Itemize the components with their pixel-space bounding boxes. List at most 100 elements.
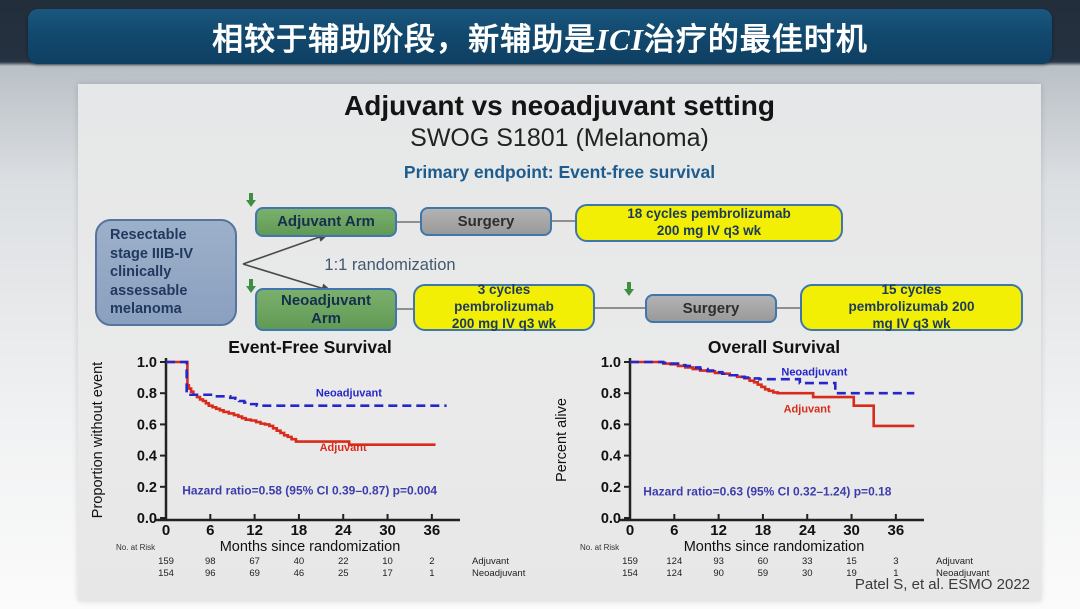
risk-count: 25	[338, 568, 349, 579]
risk-count: 3	[893, 556, 898, 567]
x-tick-label: 12	[246, 522, 263, 539]
hazard-ratio-annotation: Hazard ratio=0.63 (95% CI 0.32–1.24) p=0…	[643, 484, 891, 498]
randomization-label: 1:1 randomization	[324, 256, 456, 274]
risk-count: 154	[622, 568, 638, 579]
x-axis-label: Months since randomization	[684, 539, 865, 555]
study-title: Adjuvant vs neoadjuvant setting	[344, 90, 775, 121]
y-tick-label: 0.2	[137, 480, 157, 496]
risk-count: 1	[429, 568, 434, 579]
x-tick-label: 36	[424, 522, 441, 539]
km-curve-adjuvant	[166, 360, 436, 446]
x-tick-label: 36	[888, 522, 905, 539]
risk-count: 159	[622, 556, 638, 567]
y-tick-label: 0.2	[601, 480, 621, 496]
y-tick-label: 0.0	[601, 511, 621, 527]
neoadjuvant-pre-treatment-box: 3 cycles pembrolizumab 200 mg IV q3 wk	[413, 282, 595, 331]
y-tick-label: 1.0	[601, 355, 621, 371]
risk-count: 15	[846, 556, 857, 567]
chart-title: Event-Free Survival	[228, 338, 391, 357]
risk-count: 96	[205, 568, 216, 579]
chart-title: Overall Survival	[708, 338, 840, 357]
x-tick-label: 18	[291, 522, 308, 539]
surgery-box-adjuvant: Surgery	[420, 207, 552, 236]
risk-row-label: Adjuvant	[936, 556, 973, 567]
patient-population-box: Resectable stage IIIB-IV clinically asse…	[95, 219, 237, 326]
page-title: 相较于辅助阶段，新辅助是ICI治疗的最佳时机	[212, 14, 868, 59]
risk-count: 124	[666, 556, 682, 567]
risk-count: 67	[249, 556, 260, 567]
risk-count: 60	[758, 556, 769, 567]
y-tick-label: 0.8	[601, 386, 621, 402]
x-tick-label: 18	[755, 522, 772, 539]
x-tick-label: 30	[843, 522, 860, 539]
risk-row-label: Adjuvant	[472, 556, 509, 567]
event-free-survival-chart: Event-Free Survival Proportion without ev…	[90, 338, 526, 579]
y-tick-label: 0.4	[137, 449, 157, 465]
neoadjuvant-arm-box: Neoadjuvant Arm	[255, 288, 397, 331]
risk-row-label: Neoadjuvant	[936, 568, 990, 579]
x-tick-label: 30	[379, 522, 396, 539]
x-tick-label: 6	[670, 522, 678, 539]
risk-count: 69	[249, 568, 260, 579]
number-at-risk-header: No. at Risk	[116, 543, 156, 552]
number-at-risk-header: No. at Risk	[580, 543, 620, 552]
x-tick-label: 12	[710, 522, 727, 539]
x-tick-label: 24	[335, 522, 352, 539]
slide-title-bar: 相较于辅助阶段，新辅助是ICI治疗的最佳时机	[28, 9, 1052, 64]
risk-count: 124	[666, 568, 682, 579]
y-tick-label: 0.8	[137, 386, 157, 402]
risk-count: 93	[713, 556, 724, 567]
adjuvant-treatment-box: 18 cycles pembrolizumab 200 mg IV q3 wk	[575, 204, 843, 242]
y-axis-label: Proportion without event	[90, 362, 106, 518]
risk-count: 159	[158, 556, 174, 567]
curve-label-neoadjuvant: Neoadjuvant	[781, 366, 847, 378]
risk-count: 19	[846, 568, 857, 579]
green-step-arrow-icons	[246, 193, 634, 296]
page-title-pre: 相较于辅助阶段，新辅助是	[212, 22, 597, 57]
study-subtitle: SWOG S1801 (Melanoma)	[410, 124, 709, 152]
risk-count: 17	[382, 568, 393, 579]
risk-count: 10	[382, 556, 393, 567]
x-axis-label: Months since randomization	[220, 539, 401, 555]
risk-count: 46	[294, 568, 305, 579]
risk-count: 90	[713, 568, 724, 579]
x-tick-label: 0	[626, 522, 634, 539]
page-title-ici: ICI	[596, 22, 644, 57]
page-title-post: 治疗的最佳时机	[643, 22, 868, 57]
y-tick-label: 0.0	[137, 511, 157, 527]
randomization-branch-arrows	[242, 232, 333, 293]
content-panel: Adjuvant vs neoadjuvant setting SWOG S18…	[78, 84, 1041, 601]
risk-count: 40	[294, 556, 305, 567]
x-tick-label: 24	[799, 522, 816, 539]
x-tick-label: 6	[206, 522, 214, 539]
risk-count: 59	[758, 568, 769, 579]
citation: Patel S, et al. ESMO 2022	[854, 576, 1030, 593]
x-tick-label: 0	[162, 522, 170, 539]
curve-label-adjuvant: Adjuvant	[784, 404, 831, 416]
curve-label-adjuvant: Adjuvant	[320, 442, 367, 454]
risk-count: 154	[158, 568, 174, 579]
km-curve-neoadjuvant	[166, 360, 447, 407]
risk-count: 2	[429, 556, 434, 567]
overall-survival-chart: Overall Survival Percent alive Months sinc…	[554, 338, 990, 579]
adjuvant-arm-box: Adjuvant Arm	[255, 207, 397, 237]
diagram-connectors	[242, 193, 800, 310]
km-curve-neoadjuvant	[630, 360, 915, 395]
y-tick-label: 1.0	[137, 355, 157, 371]
neoadjuvant-post-treatment-box: 15 cycles pembrolizumab 200 mg IV q3 wk	[800, 282, 1023, 331]
hazard-ratio-annotation: Hazard ratio=0.58 (95% CI 0.39–0.87) p=0…	[182, 484, 437, 498]
primary-endpoint: Primary endpoint: Event-free survival	[403, 162, 716, 182]
y-tick-label: 0.4	[601, 449, 621, 465]
y-tick-label: 0.6	[137, 417, 157, 433]
risk-row-label: Neoadjuvant	[472, 568, 526, 579]
y-axis-label: Percent alive	[554, 398, 570, 482]
risk-count: 33	[802, 556, 813, 567]
risk-count: 1	[893, 568, 898, 579]
box-connector-lines	[397, 220, 800, 310]
risk-count: 98	[205, 556, 216, 567]
y-tick-label: 0.6	[601, 417, 621, 433]
risk-count: 22	[338, 556, 349, 567]
curve-label-neoadjuvant: Neoadjuvant	[316, 387, 382, 399]
surgery-box-neoadjuvant: Surgery	[645, 294, 777, 323]
